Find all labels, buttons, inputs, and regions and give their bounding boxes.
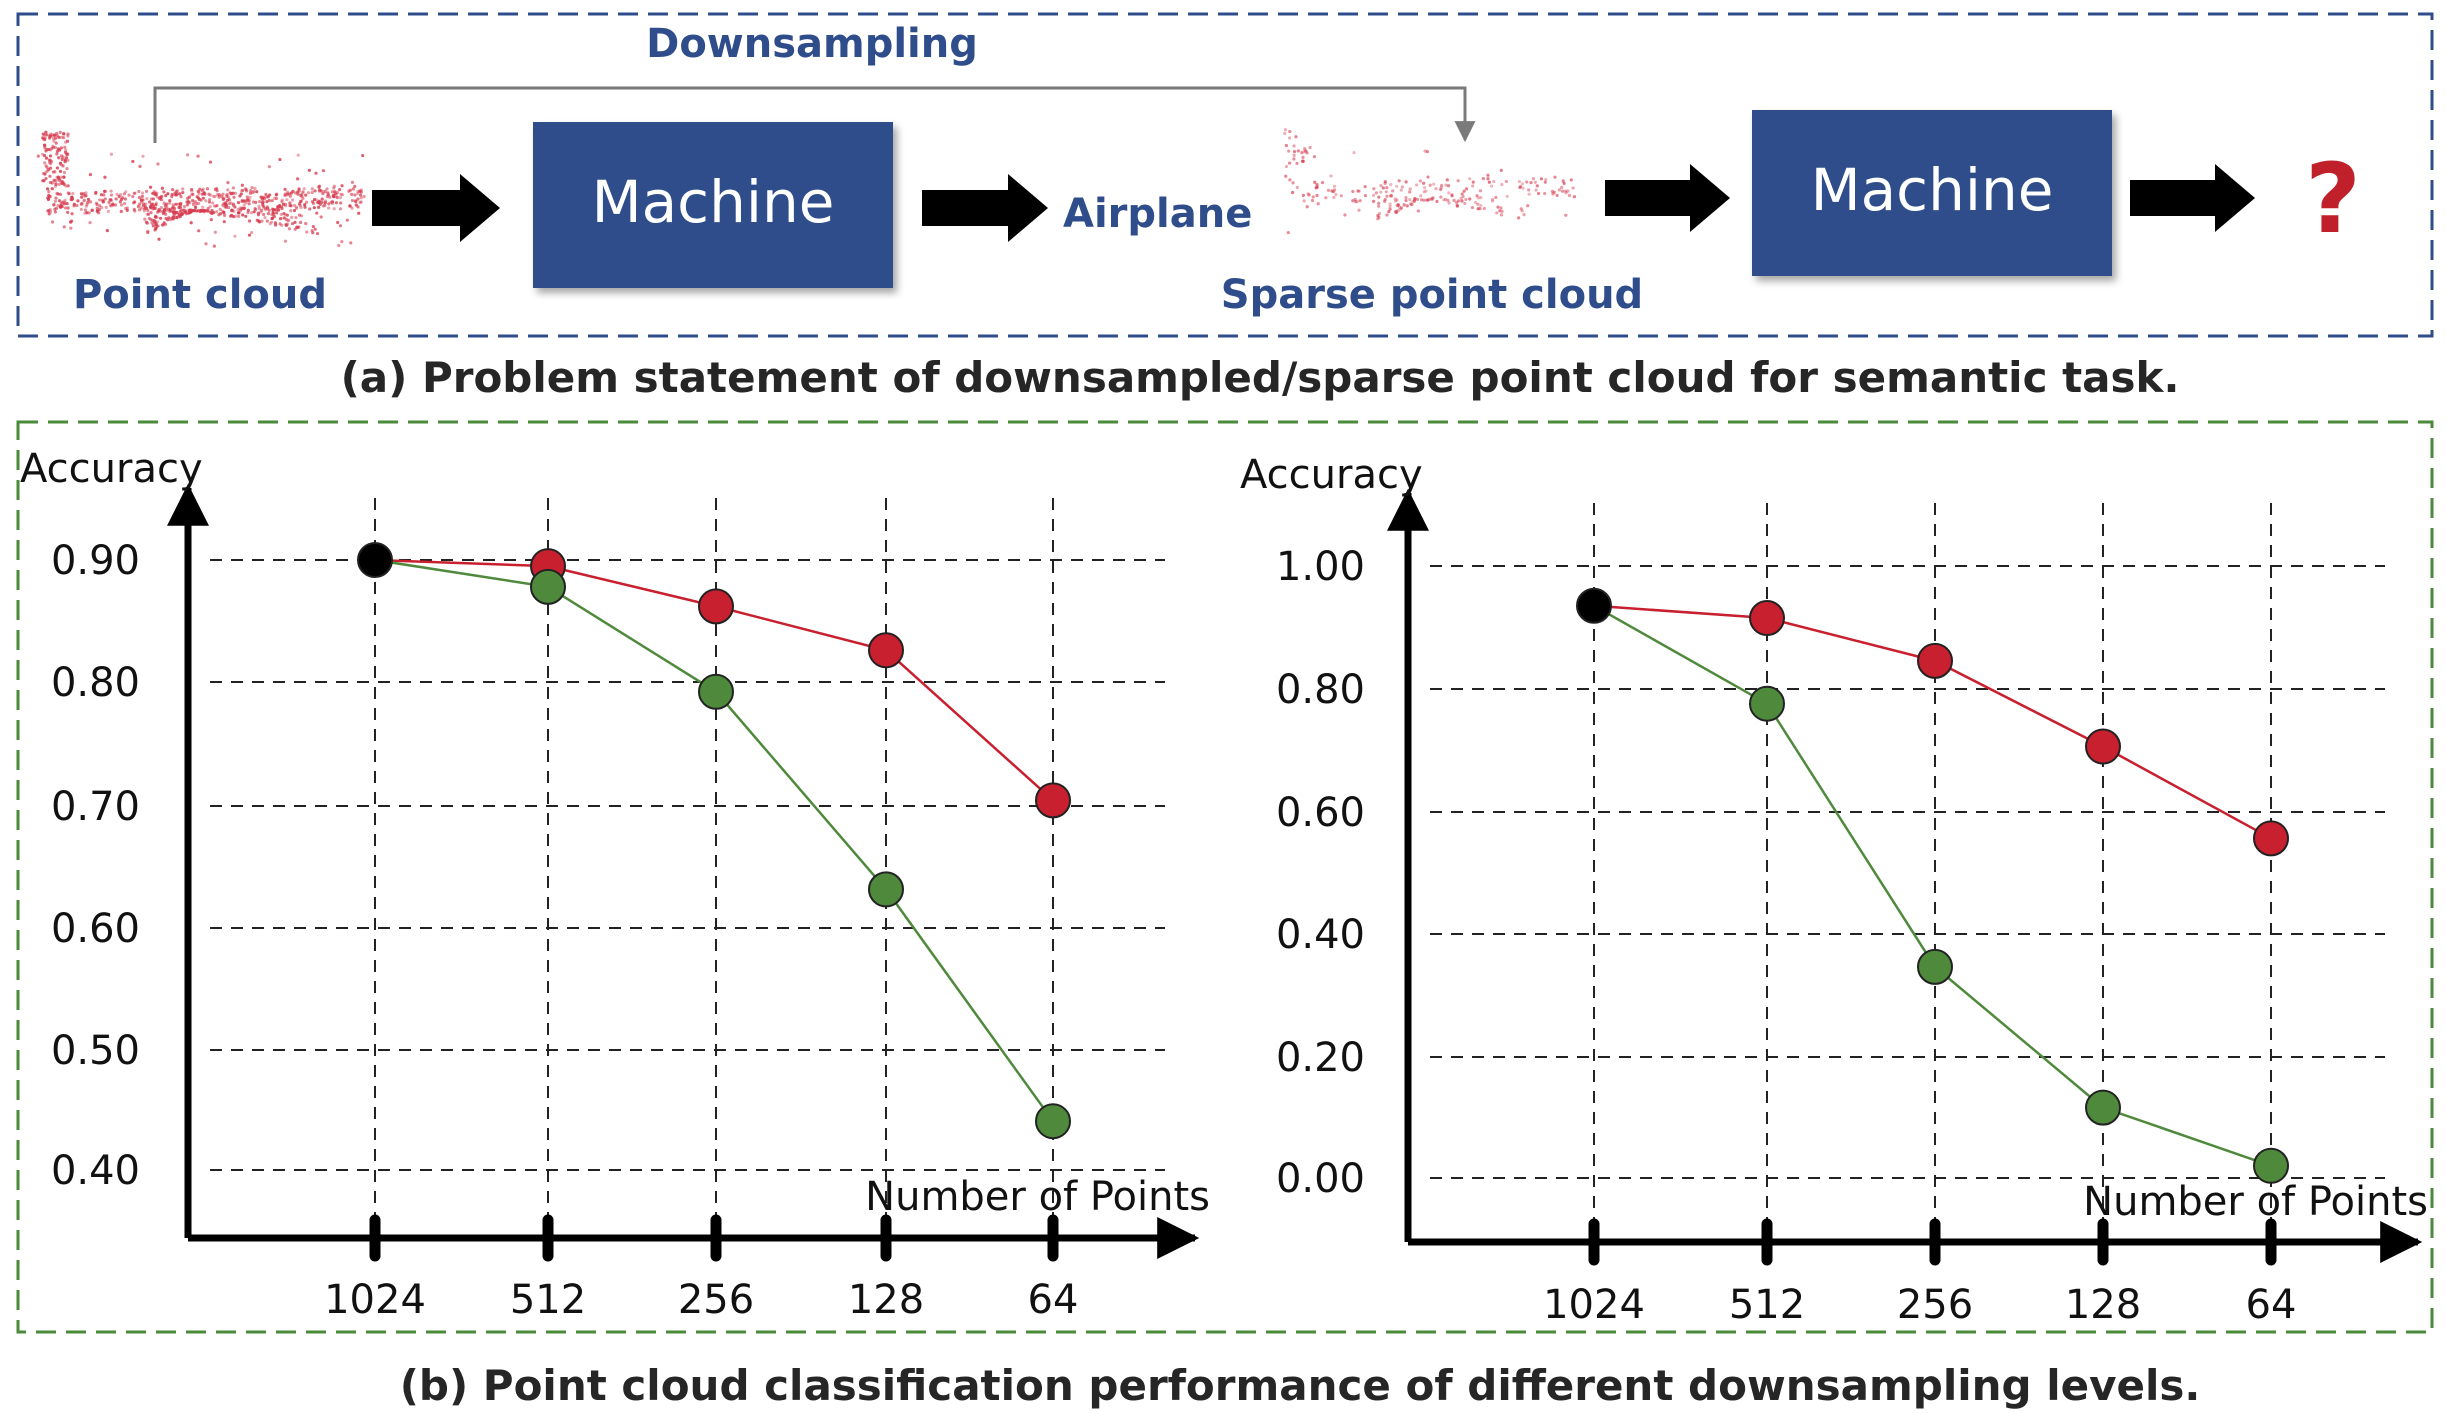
y-tick-label: 0.00 xyxy=(1276,1156,1365,1202)
data-point-green xyxy=(530,568,566,605)
data-point-green xyxy=(1917,948,1953,985)
machine-label-1: Machine xyxy=(592,168,835,236)
flow-arrow-1 xyxy=(372,174,500,242)
y-tick-label: 0.40 xyxy=(51,1148,140,1194)
data-point-red xyxy=(1749,600,1785,637)
flow-arrow-3 xyxy=(1605,164,1730,232)
x-tick-label: 1024 xyxy=(324,1277,426,1323)
x-tick-label: 64 xyxy=(1028,1277,1079,1323)
caption-a: (a) Problem statement of downsampled/spa… xyxy=(341,353,2180,402)
flow-arrow-4 xyxy=(2130,164,2255,232)
data-point-red xyxy=(868,632,904,669)
machine-box-1: Machine xyxy=(533,122,893,288)
x-tick-label: 256 xyxy=(1897,1282,1973,1328)
y-tick-label: 0.60 xyxy=(1276,790,1365,836)
y-tick-label: 0.20 xyxy=(1276,1035,1365,1081)
x-axis-title: Number of Points xyxy=(865,1174,1210,1220)
x-tick-label: 1024 xyxy=(1543,1282,1645,1328)
y-tick-label: 0.40 xyxy=(1276,912,1365,958)
sparse-point-cloud xyxy=(1283,128,1577,235)
data-point-start xyxy=(1576,587,1612,624)
flow-arrow-2 xyxy=(922,174,1048,242)
panel-b-border xyxy=(16,420,2434,1334)
downsampling-bracket xyxy=(153,86,1476,143)
machine-box-2: Machine xyxy=(1752,110,2112,276)
panel-a: Downsampling Point cloud Machine Airplan… xyxy=(16,12,2434,338)
sparse-point-cloud-label: Sparse point cloud xyxy=(1221,272,1643,318)
data-point-green xyxy=(868,871,904,908)
x-tick-label: 512 xyxy=(1729,1282,1805,1328)
y-tick-label: 1.00 xyxy=(1276,544,1365,590)
y-tick-label: 0.80 xyxy=(1276,667,1365,713)
data-point-green xyxy=(1035,1103,1071,1140)
data-point-green xyxy=(2085,1089,2121,1126)
data-point-red xyxy=(1035,782,1071,819)
panel-a-border xyxy=(16,12,2434,338)
x-tick-label: 64 xyxy=(2246,1282,2297,1328)
y-tick-label: 0.80 xyxy=(51,660,140,706)
dense-point-cloud xyxy=(36,130,366,248)
airplane-label: Airplane xyxy=(1063,191,1252,237)
y-axis-title: Accuracy xyxy=(20,446,203,492)
y-axis-title: Accuracy xyxy=(1240,452,1423,498)
data-point-start xyxy=(357,542,393,578)
question-mark: ? xyxy=(2305,143,2361,255)
data-point-green xyxy=(1749,685,1785,722)
chart-left: 0.90 0.80 0.70 0.60 0.50 0.40 1024 512 256 128 64 A… xyxy=(20,446,1210,1323)
data-point-red xyxy=(698,588,734,625)
x-tick-label: 128 xyxy=(848,1277,924,1323)
data-point-green xyxy=(2253,1147,2289,1184)
downsampling-label: Downsampling xyxy=(646,21,978,67)
machine-label-2: Machine xyxy=(1811,156,2054,224)
point-cloud-label: Point cloud xyxy=(73,272,327,318)
data-point-green xyxy=(698,673,734,710)
x-axis-title: Number of Points xyxy=(2083,1179,2428,1225)
chart-right: 1.00 0.80 0.60 0.40 0.20 0.00 1024 512 256 128 64 A… xyxy=(1240,452,2428,1328)
series-line-red xyxy=(1593,604,2272,840)
x-tick-label: 256 xyxy=(678,1277,754,1323)
data-point-red xyxy=(2253,820,2289,857)
y-tick-label: 0.50 xyxy=(51,1028,140,1074)
x-tick-label: 512 xyxy=(510,1277,586,1323)
caption-b: (b) Point cloud classification performan… xyxy=(400,1361,2201,1410)
y-tick-label: 0.90 xyxy=(51,538,140,584)
series-line-green xyxy=(374,558,1055,1122)
x-tick-label: 128 xyxy=(2065,1282,2141,1328)
data-point-red xyxy=(2085,728,2121,765)
y-tick-label: 0.70 xyxy=(51,784,140,830)
data-point-red xyxy=(1917,642,1953,679)
y-tick-label: 0.60 xyxy=(51,906,140,952)
